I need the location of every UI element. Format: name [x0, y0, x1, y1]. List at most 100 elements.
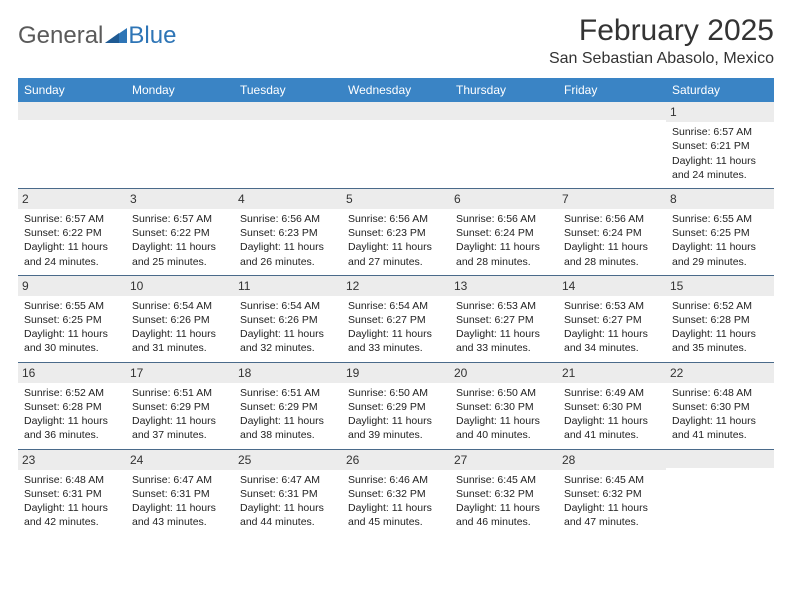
- calendar-cell: [558, 102, 666, 188]
- day-info: Sunrise: 6:57 AMSunset: 6:22 PMDaylight:…: [22, 212, 122, 269]
- day-number: 14: [558, 276, 666, 296]
- calendar-cell: 10Sunrise: 6:54 AMSunset: 6:26 PMDayligh…: [126, 275, 234, 362]
- day-info: Sunrise: 6:47 AMSunset: 6:31 PMDaylight:…: [130, 473, 230, 530]
- sunrise-text: Sunrise: 6:55 AM: [672, 212, 768, 226]
- calendar-cell: 2 Sunrise: 6:57 AMSunset: 6:22 PMDaylight…: [18, 188, 126, 275]
- day-number: 27: [450, 450, 558, 470]
- day-number: [666, 450, 774, 468]
- sunset-text: Sunset: 6:24 PM: [456, 226, 552, 240]
- daylight-text: Daylight: 11 hours and 33 minutes.: [348, 327, 444, 355]
- calendar-cell: [450, 102, 558, 188]
- daylight-text: Daylight: 11 hours and 31 minutes.: [132, 327, 228, 355]
- calendar-cell: 11Sunrise: 6:54 AMSunset: 6:26 PMDayligh…: [234, 275, 342, 362]
- day-info: Sunrise: 6:56 AMSunset: 6:24 PMDaylight:…: [562, 212, 662, 269]
- sunrise-text: Sunrise: 6:45 AM: [564, 473, 660, 487]
- day-number: 15: [666, 276, 774, 296]
- sunset-text: Sunset: 6:32 PM: [564, 487, 660, 501]
- calendar-cell: [342, 102, 450, 188]
- day-number: [234, 102, 342, 120]
- day-info: Sunrise: 6:50 AMSunset: 6:30 PMDaylight:…: [454, 386, 554, 443]
- calendar-cell: 28Sunrise: 6:45 AMSunset: 6:32 PMDayligh…: [558, 449, 666, 535]
- day-number: 9: [18, 276, 126, 296]
- day-number: 10: [126, 276, 234, 296]
- day-number: 2: [18, 189, 126, 209]
- daylight-text: Daylight: 11 hours and 24 minutes.: [672, 154, 768, 182]
- calendar-cell: 13Sunrise: 6:53 AMSunset: 6:27 PMDayligh…: [450, 275, 558, 362]
- brand-part1: General: [18, 22, 103, 50]
- day-number: 1: [666, 102, 774, 122]
- day-info: Sunrise: 6:46 AMSunset: 6:32 PMDaylight:…: [346, 473, 446, 530]
- daylight-text: Daylight: 11 hours and 46 minutes.: [456, 501, 552, 529]
- sunset-text: Sunset: 6:24 PM: [564, 226, 660, 240]
- weekday-header: Sunday: [18, 78, 126, 102]
- daylight-text: Daylight: 11 hours and 29 minutes.: [672, 240, 768, 268]
- sunset-text: Sunset: 6:29 PM: [132, 400, 228, 414]
- day-info: Sunrise: 6:52 AMSunset: 6:28 PMDaylight:…: [670, 299, 770, 356]
- day-info: Sunrise: 6:47 AMSunset: 6:31 PMDaylight:…: [238, 473, 338, 530]
- calendar-cell: 6Sunrise: 6:56 AMSunset: 6:24 PMDaylight…: [450, 188, 558, 275]
- sunrise-text: Sunrise: 6:57 AM: [132, 212, 228, 226]
- day-info: Sunrise: 6:54 AMSunset: 6:26 PMDaylight:…: [238, 299, 338, 356]
- sunset-text: Sunset: 6:29 PM: [348, 400, 444, 414]
- daylight-text: Daylight: 11 hours and 27 minutes.: [348, 240, 444, 268]
- calendar-cell: [126, 102, 234, 188]
- sunrise-text: Sunrise: 6:55 AM: [24, 299, 120, 313]
- weekday-header: Wednesday: [342, 78, 450, 102]
- day-number: 3: [126, 189, 234, 209]
- day-number: 5: [342, 189, 450, 209]
- sunset-text: Sunset: 6:23 PM: [348, 226, 444, 240]
- day-number: [558, 102, 666, 120]
- day-number: 22: [666, 363, 774, 383]
- daylight-text: Daylight: 11 hours and 39 minutes.: [348, 414, 444, 442]
- day-info: Sunrise: 6:52 AMSunset: 6:28 PMDaylight:…: [22, 386, 122, 443]
- sunset-text: Sunset: 6:25 PM: [24, 313, 120, 327]
- sunset-text: Sunset: 6:30 PM: [564, 400, 660, 414]
- day-number: 6: [450, 189, 558, 209]
- day-number: 17: [126, 363, 234, 383]
- sunrise-text: Sunrise: 6:47 AM: [240, 473, 336, 487]
- calendar-cell: 14 Sunrise: 6:53 AMSunset: 6:27 PMDayligh…: [558, 275, 666, 362]
- daylight-text: Daylight: 11 hours and 26 minutes.: [240, 240, 336, 268]
- day-info: Sunrise: 6:51 AMSunset: 6:29 PMDaylight:…: [130, 386, 230, 443]
- daylight-text: Daylight: 11 hours and 38 minutes.: [240, 414, 336, 442]
- calendar-cell: [18, 102, 126, 188]
- sunset-text: Sunset: 6:27 PM: [348, 313, 444, 327]
- month-title: February 2025: [549, 14, 774, 48]
- daylight-text: Daylight: 11 hours and 25 minutes.: [132, 240, 228, 268]
- calendar-cell: 1 Sunrise: 6:57 AMSunset: 6:21 PMDaylight…: [666, 102, 774, 188]
- calendar-cell: 9 Sunrise: 6:55 AMSunset: 6:25 PMDaylight…: [18, 275, 126, 362]
- day-info: Sunrise: 6:55 AMSunset: 6:25 PMDaylight:…: [22, 299, 122, 356]
- location-label: San Sebastian Abasolo, Mexico: [549, 50, 774, 68]
- sunset-text: Sunset: 6:30 PM: [672, 400, 768, 414]
- sunrise-text: Sunrise: 6:52 AM: [24, 386, 120, 400]
- day-info: Sunrise: 6:50 AMSunset: 6:29 PMDaylight:…: [346, 386, 446, 443]
- calendar-cell: 7Sunrise: 6:56 AMSunset: 6:24 PMDaylight…: [558, 188, 666, 275]
- day-number: 28: [558, 450, 666, 470]
- sunset-text: Sunset: 6:28 PM: [24, 400, 120, 414]
- sunset-text: Sunset: 6:22 PM: [132, 226, 228, 240]
- calendar-cell: 24 Sunrise: 6:47 AMSunset: 6:31 PMDayligh…: [126, 449, 234, 535]
- sunset-text: Sunset: 6:31 PM: [132, 487, 228, 501]
- calendar-row: 23Sunrise: 6:48 AMSunset: 6:31 PMDayligh…: [18, 449, 774, 535]
- day-info: Sunrise: 6:57 AMSunset: 6:22 PMDaylight:…: [130, 212, 230, 269]
- weekday-header: Friday: [558, 78, 666, 102]
- sunrise-text: Sunrise: 6:57 AM: [672, 125, 768, 139]
- calendar-cell: 20Sunrise: 6:50 AMSunset: 6:30 PMDayligh…: [450, 362, 558, 449]
- day-info: Sunrise: 6:57 AMSunset: 6:21 PMDaylight:…: [670, 125, 770, 182]
- sunrise-text: Sunrise: 6:51 AM: [132, 386, 228, 400]
- weekday-header: Thursday: [450, 78, 558, 102]
- day-number: 24: [126, 450, 234, 470]
- daylight-text: Daylight: 11 hours and 33 minutes.: [456, 327, 552, 355]
- calendar-cell: 19Sunrise: 6:50 AMSunset: 6:29 PMDayligh…: [342, 362, 450, 449]
- sunrise-text: Sunrise: 6:56 AM: [348, 212, 444, 226]
- sunset-text: Sunset: 6:31 PM: [24, 487, 120, 501]
- daylight-text: Daylight: 11 hours and 24 minutes.: [24, 240, 120, 268]
- daylight-text: Daylight: 11 hours and 43 minutes.: [132, 501, 228, 529]
- day-number: 25: [234, 450, 342, 470]
- day-number: 18: [234, 363, 342, 383]
- sunrise-text: Sunrise: 6:54 AM: [132, 299, 228, 313]
- calendar-row: 9Sunrise: 6:55 AMSunset: 6:25 PMDaylight…: [18, 275, 774, 362]
- day-info: Sunrise: 6:53 AMSunset: 6:27 PMDaylight:…: [562, 299, 662, 356]
- day-number: 4: [234, 189, 342, 209]
- daylight-text: Daylight: 11 hours and 44 minutes.: [240, 501, 336, 529]
